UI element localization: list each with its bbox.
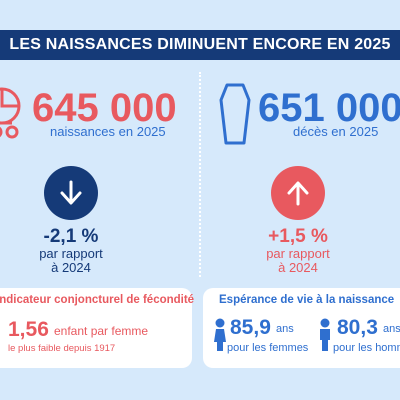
births-value: 645 000 (32, 86, 177, 130)
deaths-change-line2: à 2024 (278, 260, 318, 275)
births-change: -2,1 % (43, 226, 99, 247)
women-label: pour les femmes (227, 342, 309, 354)
births-change-line1: par rapport (39, 246, 103, 261)
page-title: LES NAISSANCES DIMINUENT ENCORE EN 2025 (0, 30, 400, 60)
column-divider (199, 72, 201, 277)
fertility-title: Indicateur conjoncturel de fécondité (0, 294, 195, 306)
deaths-value: 651 000 (258, 86, 400, 130)
deaths-change-line1: par rapport (266, 246, 330, 261)
fertility-note: le plus faible depuis 1917 (8, 343, 116, 354)
life-expectancy-card: Espérance de vie à la naissance 85,9 ans… (203, 288, 400, 368)
births-label: naissances en 2025 (50, 124, 166, 139)
arrow-down-icon (44, 166, 98, 220)
births-change-line2: à 2024 (51, 260, 91, 275)
life-expectancy-title: Espérance de vie à la naissance (219, 294, 395, 306)
women-unit: ans (276, 323, 294, 335)
fertility-unit: enfant par femme (54, 324, 149, 338)
man-icon (318, 318, 332, 352)
women-value: 85,9 (230, 316, 271, 339)
men-label: pour les hommes (333, 342, 400, 354)
deaths-label: décès en 2025 (293, 124, 379, 139)
stroller-icon (0, 82, 32, 142)
fertility-card: Indicateur conjoncturel de fécondité 1,5… (0, 288, 195, 368)
men-unit: ans (383, 323, 400, 335)
deaths-change: +1,5 % (268, 226, 328, 247)
coffin-icon (218, 82, 252, 146)
men-value: 80,3 (337, 316, 378, 339)
woman-icon (213, 318, 227, 352)
arrow-up-icon (271, 166, 325, 220)
fertility-value: 1,56 (8, 318, 49, 341)
